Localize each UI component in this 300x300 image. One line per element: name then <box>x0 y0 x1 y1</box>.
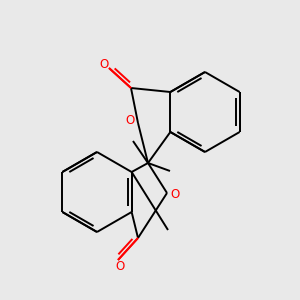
Text: O: O <box>125 115 135 128</box>
Text: O: O <box>116 260 124 272</box>
Text: O: O <box>99 58 109 70</box>
Text: O: O <box>170 188 180 202</box>
